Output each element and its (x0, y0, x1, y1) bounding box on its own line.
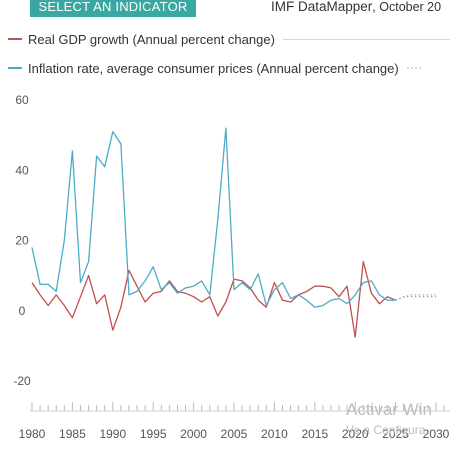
y-tick-label: 20 (15, 234, 29, 248)
inflation-line-projection (395, 294, 436, 301)
x-tick-label: 1990 (99, 427, 126, 441)
watermark-line2: Ve a Configura (346, 423, 426, 437)
select-indicator-button[interactable]: SELECT AN INDICATOR (30, 0, 196, 17)
gdp-growth-line-projection (395, 296, 436, 301)
legend-swatch-gdp (8, 38, 22, 40)
y-tick-label: 40 (15, 163, 29, 177)
x-tick-label: 2010 (261, 427, 288, 441)
gdp-growth-line (31, 260, 396, 338)
x-tick-label: 1980 (19, 427, 46, 441)
source-name: IMF DataMapper (271, 0, 373, 14)
legend-item-gdp[interactable]: Real GDP growth (Annual percent change) (8, 30, 450, 48)
x-tick-label: 2020 (342, 427, 369, 441)
source-edition: , October 20 (372, 0, 442, 14)
legend-divider (282, 38, 450, 40)
watermark-line1: Activar Win (346, 400, 432, 419)
windows-activation-watermark: Activar Win Ve a Configura (346, 401, 432, 439)
y-tick-label: 0 (19, 304, 26, 318)
y-tick-label: 60 (15, 93, 29, 107)
legend-item-inflation[interactable]: Inflation rate, average consumer prices … (8, 59, 421, 77)
legend-label-gdp: Real GDP growth (Annual percent change) (28, 31, 275, 47)
x-tick-label: 2025 (382, 427, 409, 441)
legend-swatch-inflation (8, 67, 22, 69)
source-label: IMF DataMapper, October 20 (271, 0, 441, 14)
inflation-line (31, 127, 396, 308)
x-tick-label: 2005 (221, 427, 248, 441)
x-tick-label: 2000 (180, 427, 207, 441)
legend-label-inflation: Inflation rate, average consumer prices … (28, 60, 399, 76)
y-tick-label: -20 (13, 374, 31, 388)
x-tick-label: 2030 (423, 427, 450, 441)
x-tick-label: 1995 (140, 427, 167, 441)
x-tick-label: 1985 (59, 427, 86, 441)
projection-dots-icon (406, 67, 421, 69)
x-tick-label: 2015 (301, 427, 328, 441)
